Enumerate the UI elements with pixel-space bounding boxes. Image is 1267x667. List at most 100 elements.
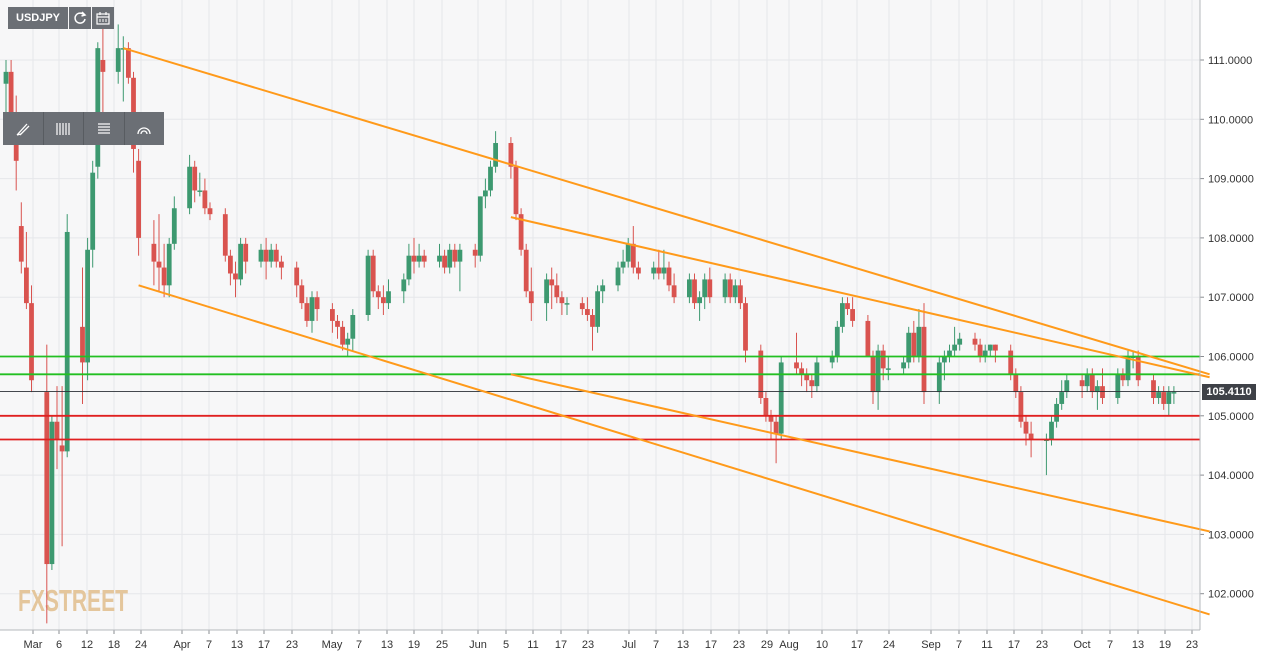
x-tick-label: 23	[582, 639, 594, 651]
candle-body	[1095, 386, 1100, 393]
candle-body	[381, 297, 386, 304]
x-tick-label: 17	[555, 639, 567, 651]
candle-body	[1135, 356, 1141, 381]
candle-body	[768, 415, 774, 422]
candle-body	[1049, 421, 1054, 440]
candle-body	[8, 71, 14, 114]
candle-body	[472, 249, 478, 256]
refresh-button[interactable]	[69, 7, 92, 29]
y-tick-label: 109.0000	[1208, 174, 1254, 186]
x-tick-label: 23	[1036, 639, 1048, 651]
candle-body	[437, 255, 442, 262]
candle-body	[386, 291, 391, 304]
candle-body	[401, 279, 407, 292]
candle-body	[483, 190, 488, 197]
candle-body	[202, 190, 208, 209]
x-tick-label: 17	[851, 639, 863, 651]
candle-body	[738, 285, 743, 304]
candle-body	[309, 297, 315, 321]
candle-body	[151, 243, 157, 262]
candle-body	[901, 362, 906, 369]
candle-body	[600, 285, 606, 292]
calendar-button[interactable]	[92, 7, 115, 29]
candle-body	[579, 303, 585, 310]
candle-body	[350, 314, 356, 339]
candle-body	[549, 279, 555, 286]
candle-body	[666, 267, 672, 286]
candle-body	[722, 279, 728, 298]
candle-body	[957, 338, 963, 345]
candle-body	[692, 279, 697, 304]
candle-body	[258, 249, 264, 262]
trendline	[510, 216, 1210, 379]
candle-body	[493, 143, 498, 167]
x-tick-label: May	[322, 639, 343, 651]
candle-body	[442, 255, 447, 268]
y-tick-label: 105.0000	[1208, 411, 1254, 423]
candle-body	[294, 267, 300, 286]
y-tick-label: 106.0000	[1208, 352, 1254, 364]
candle-body	[804, 374, 810, 381]
candle-body	[59, 445, 65, 452]
candle-body	[508, 143, 514, 167]
candle-body	[1059, 392, 1065, 404]
candle-body	[620, 261, 626, 268]
x-tick-label: 13	[677, 639, 689, 651]
candle-body	[54, 421, 60, 440]
candle-body	[330, 309, 335, 321]
trendlines	[123, 47, 1210, 616]
candle-body	[1028, 433, 1034, 440]
x-tick-label: 24	[135, 639, 147, 651]
horizontal-lines-tool-button[interactable]	[83, 112, 124, 145]
candle-body	[3, 71, 9, 84]
candle-body	[794, 362, 799, 369]
candle-body	[1018, 392, 1024, 422]
candle-body	[523, 249, 529, 292]
arc-tool-button[interactable]	[123, 112, 165, 145]
symbol-toolbar: USDJPY	[8, 7, 115, 29]
candle-body	[906, 332, 912, 363]
x-tick-label: 12	[81, 639, 93, 651]
candle-body	[972, 338, 978, 345]
x-tick-label: 13	[381, 639, 393, 651]
symbol-label[interactable]: USDJPY	[8, 7, 69, 29]
candle-body	[370, 255, 376, 292]
candle-body	[947, 350, 952, 357]
candle-body	[921, 326, 927, 393]
candle-body	[29, 303, 34, 381]
candle-body	[636, 267, 641, 274]
candle-body	[18, 226, 24, 262]
candle-body	[952, 344, 957, 351]
candle-body	[207, 208, 213, 215]
candle-body	[421, 255, 427, 262]
candle-body	[187, 166, 192, 209]
candle-body	[49, 421, 55, 565]
vertical-lines-tool-button[interactable]	[42, 112, 84, 145]
candle-body	[1151, 380, 1156, 399]
candle-body	[544, 279, 549, 304]
y-tick-label: 102.0000	[1208, 589, 1254, 601]
candle-body	[707, 279, 713, 298]
candle-body	[488, 166, 493, 191]
candle-body	[1161, 392, 1167, 404]
x-tick-label: 19	[408, 639, 420, 651]
candle-body	[1023, 421, 1029, 434]
candle-body	[64, 231, 70, 452]
y-tick-label: 108.0000	[1208, 233, 1254, 245]
candle-body	[44, 392, 50, 565]
candle-body	[727, 279, 733, 298]
x-tick-label: 18	[108, 639, 120, 651]
candle-body	[228, 255, 233, 274]
candle-body	[595, 291, 600, 327]
pencil-tool-button[interactable]	[3, 112, 43, 145]
candle-body	[263, 249, 269, 262]
candle-body	[243, 243, 249, 262]
candle-body	[687, 279, 692, 298]
x-tick-label: 17	[1008, 639, 1020, 651]
x-tick-label: Sep	[921, 639, 941, 651]
candle-body	[1008, 350, 1014, 375]
x-tick-label: 13	[231, 639, 243, 651]
candle-body	[411, 255, 417, 262]
candle-body	[90, 172, 96, 250]
